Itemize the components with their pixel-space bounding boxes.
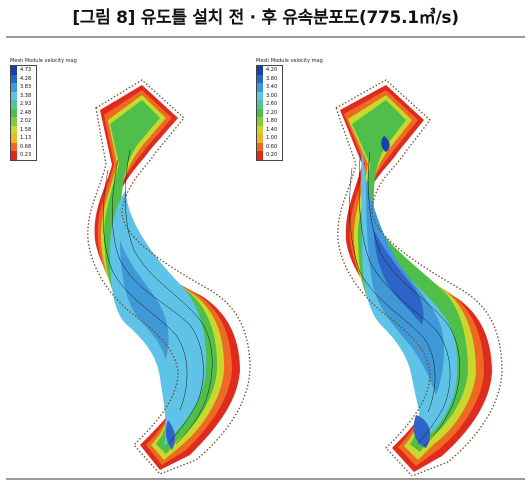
legend-swatch xyxy=(11,100,17,109)
legend-label: 3.80 xyxy=(266,75,278,82)
legend-swatch xyxy=(11,66,17,75)
embankment-outline xyxy=(87,79,251,475)
legend-entry: 2.20 xyxy=(257,108,282,117)
river-deep-pool-upper xyxy=(374,230,424,325)
legend-entry: 4.20 xyxy=(257,66,282,75)
legend-entry: 1.58 xyxy=(11,125,36,134)
legend-swatch xyxy=(257,83,263,92)
legend-swatch xyxy=(257,91,263,100)
legend-label: 0.23 xyxy=(20,152,32,158)
legend-swatch xyxy=(257,74,263,83)
legend-swatch xyxy=(11,151,17,160)
velocity-contours xyxy=(349,151,460,447)
legend-entry: 2.02 xyxy=(11,117,36,126)
river-blue-core xyxy=(120,240,169,360)
velocity-legend: 4.73 4.28 3.83 3.38 2.93 2.48 2.02 1.58 … xyxy=(10,65,37,161)
legend-entry: 3.40 xyxy=(257,83,282,92)
velocity-contours xyxy=(102,149,213,445)
legend-entry: 2.48 xyxy=(11,108,36,117)
legend-title: Mesh Module velocity mag xyxy=(256,58,323,64)
legend-swatch xyxy=(257,134,263,143)
legend-swatch xyxy=(11,134,17,143)
river-channel-map xyxy=(87,79,251,475)
legend-entry: 0.20 xyxy=(257,151,282,160)
river-deep-blue-pool xyxy=(165,420,175,450)
legend-entry: 1.13 xyxy=(11,134,36,143)
legend-entry: 4.73 xyxy=(11,66,36,75)
legend-swatch xyxy=(11,83,17,92)
legend-label: 2.60 xyxy=(266,101,278,107)
legend-entry: 2.93 xyxy=(11,100,36,109)
legend-swatch xyxy=(257,142,263,151)
legend-swatch xyxy=(11,117,17,126)
legend-label: 3.83 xyxy=(20,84,32,90)
legend-entry: 1.80 xyxy=(257,117,282,126)
legend-swatch xyxy=(257,100,263,109)
legend-label: 1.40 xyxy=(266,126,278,133)
legend-swatch xyxy=(257,117,263,126)
legend-entry: 1.00 xyxy=(257,134,282,143)
velocity-map-after: Mesh Module velocity mag 4.20 3.80 3.40 … xyxy=(256,40,531,476)
legend-label: 3.38 xyxy=(20,92,32,99)
bottom-divider xyxy=(6,478,525,480)
legend-swatch xyxy=(11,74,17,83)
velocity-legend: 4.20 3.80 3.40 3.00 2.60 2.20 1.80 1.40 … xyxy=(256,65,283,161)
legend-label: 0.68 xyxy=(20,143,32,150)
river-channel-map xyxy=(335,79,503,476)
legend-label: 2.48 xyxy=(20,109,32,116)
legend-label: 1.58 xyxy=(20,126,32,133)
legend-label: 2.93 xyxy=(20,101,32,107)
legend-label: 3.40 xyxy=(266,84,278,90)
legend-entry: 4.28 xyxy=(11,74,36,83)
legend-label: 1.13 xyxy=(20,135,32,141)
legend-label: 4.20 xyxy=(266,67,278,73)
legend-swatch xyxy=(11,142,17,151)
legend-label: 3.00 xyxy=(266,92,278,99)
legend-label: 1.00 xyxy=(266,135,278,141)
legend-swatch xyxy=(11,91,17,100)
legend-entry: 1.40 xyxy=(257,125,282,134)
legend-label: 4.28 xyxy=(20,75,32,82)
legend-entry: 0.23 xyxy=(11,151,36,160)
legend-entry: 2.60 xyxy=(257,100,282,109)
legend-entry: 3.00 xyxy=(257,91,282,100)
legend-label: 2.20 xyxy=(266,109,278,116)
legend-label: 4.73 xyxy=(20,67,32,73)
title-divider xyxy=(6,36,525,38)
legend-label: 2.02 xyxy=(20,118,32,124)
figure-title: [그림 8] 유도틀 설치 전 · 후 유속분포도(775.1㎥/s) xyxy=(72,8,459,28)
legend-label: 1.80 xyxy=(266,118,278,124)
legend-entry: 3.80 xyxy=(257,74,282,83)
legend-label: 0.60 xyxy=(266,143,278,150)
legend-swatch xyxy=(257,108,263,117)
legend-entry: 3.83 xyxy=(11,83,36,92)
legend-swatch xyxy=(257,151,263,160)
legend-swatch xyxy=(11,125,17,134)
legend-swatch xyxy=(11,108,17,117)
river-deepest-pool xyxy=(381,136,390,152)
legend-entry: 0.68 xyxy=(11,142,36,151)
legend-swatch xyxy=(257,66,263,75)
legend-entry: 0.60 xyxy=(257,142,282,151)
river-deep-pool-lower xyxy=(413,415,431,448)
legend-entry: 3.38 xyxy=(11,91,36,100)
legend-label: 0.20 xyxy=(266,152,278,158)
legend-swatch xyxy=(257,125,263,134)
legend-title: Mesh Module velocity mag xyxy=(10,58,77,64)
velocity-map-before: Mesh Module velocity mag 4.73 4.28 3.83 … xyxy=(0,40,265,476)
